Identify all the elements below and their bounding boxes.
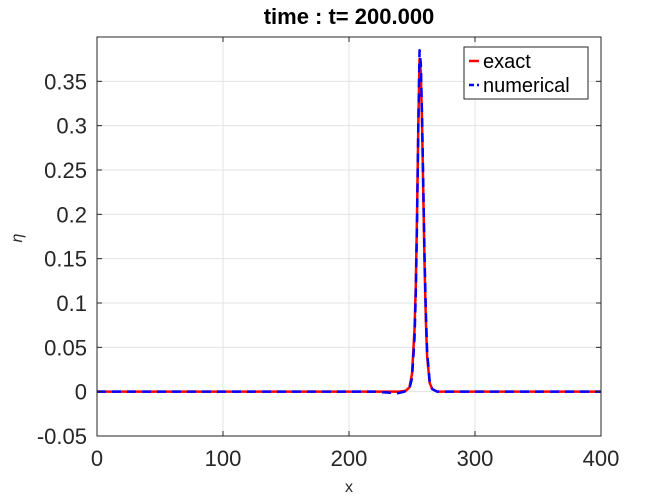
- y-tick-label: 0.25: [44, 158, 87, 183]
- y-tick-label: 0.2: [56, 202, 87, 227]
- x-tick-label: 400: [583, 446, 620, 471]
- plot-series: [97, 49, 601, 395]
- x-tick-label: 300: [457, 446, 494, 471]
- y-tick-label: 0.3: [56, 114, 87, 139]
- y-tick-label: -0.05: [37, 424, 87, 449]
- y-tick-label: 0.35: [44, 69, 87, 94]
- legend-label-exact: exact: [483, 51, 531, 73]
- y-axis-label: η: [9, 233, 26, 242]
- legend-box: [463, 46, 589, 100]
- legend: exact numerical: [463, 46, 589, 100]
- x-tick-label: 0: [91, 446, 103, 471]
- x-tick-label: 100: [205, 446, 242, 471]
- x-axis-label: x: [345, 479, 353, 496]
- y-tick-label: 0: [75, 380, 87, 405]
- x-tick-labels: 0 100 200 300 400: [91, 446, 619, 471]
- y-tick-labels: -0.05 0 0.05 0.1 0.15 0.2 0.25 0.3 0.35: [37, 69, 87, 449]
- chart-title: time : t= 200.000: [264, 4, 435, 29]
- legend-label-numerical: numerical: [483, 75, 570, 97]
- y-tick-label: 0.15: [44, 247, 87, 272]
- series-line-numerical: [97, 49, 601, 395]
- x-tick-label: 200: [331, 446, 368, 471]
- y-tick-label: 0.1: [56, 291, 87, 316]
- axis-ticks: [96, 37, 602, 437]
- y-tick-label: 0.05: [44, 335, 87, 360]
- grid-lines: [97, 37, 601, 436]
